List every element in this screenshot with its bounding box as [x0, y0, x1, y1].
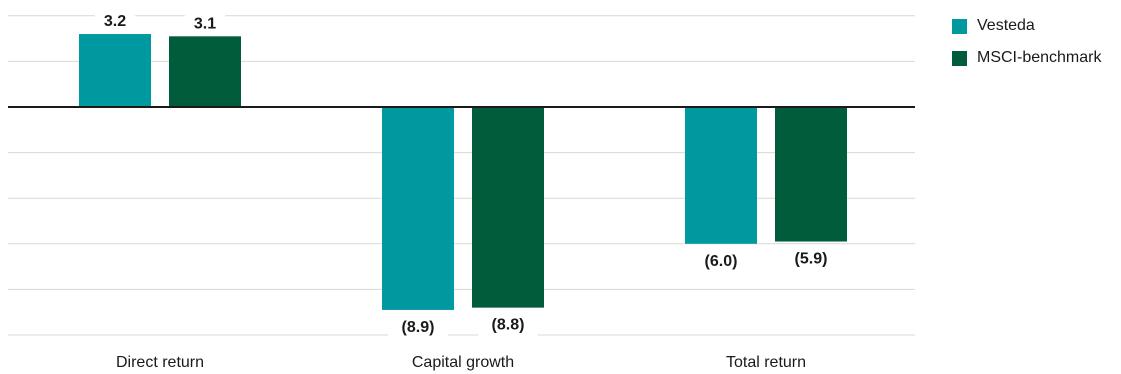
x-tick-label: Capital growth: [412, 354, 514, 371]
legend: Vesteda MSCI-benchmark: [952, 10, 1101, 74]
data-label-backing: [184, 12, 226, 35]
data-label-vesteda-1: (8.9): [402, 319, 435, 336]
data-label-msci-benchmark-2: (5.9): [795, 251, 828, 268]
x-tick-label: Direct return: [116, 354, 204, 371]
data-label-msci-benchmark-0: 3.1: [194, 15, 216, 32]
legend-label-msci-benchmark: MSCI-benchmark: [977, 49, 1102, 66]
legend-label-vesteda: Vesteda: [977, 17, 1035, 34]
data-label-backing: [388, 315, 448, 338]
bar-vesteda-0: [79, 34, 151, 107]
legend-swatch-vesteda: [952, 18, 967, 34]
bar-vesteda-1: [382, 107, 454, 310]
bar-vesteda-2: [685, 107, 757, 244]
legend-swatch-msci-benchmark: [952, 50, 967, 66]
bar-msci-benchmark-0: [169, 36, 241, 107]
data-label-msci-benchmark-1: (8.8): [492, 317, 525, 334]
legend-item-msci-benchmark: MSCI-benchmark: [952, 42, 1101, 74]
legend-item-vesteda: Vesteda: [952, 10, 1101, 42]
x-tick-label: Total return: [726, 354, 806, 371]
data-label-backing: [478, 313, 538, 336]
data-label-vesteda-2: (6.0): [705, 253, 738, 270]
bar-msci-benchmark-2: [775, 107, 847, 242]
data-label-backing: [781, 247, 841, 270]
data-label-vesteda-0: 3.2: [104, 13, 126, 30]
data-label-backing: [94, 10, 136, 33]
data-label-backing: [691, 249, 751, 272]
bar-msci-benchmark-1: [472, 107, 544, 308]
